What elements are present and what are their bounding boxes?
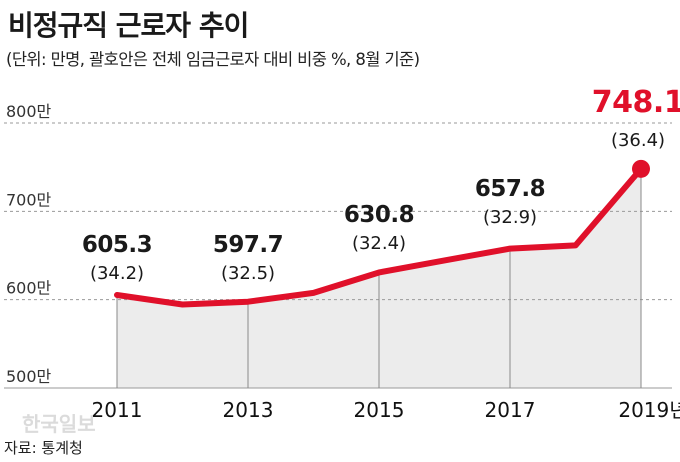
source-note: 자료: 통계청 xyxy=(4,439,83,457)
x-tick-label: 2013 xyxy=(223,398,274,422)
y-tick-label: 800만 xyxy=(6,102,52,121)
x-tick-label: 2011 xyxy=(92,398,143,422)
data-label-value: 657.8 xyxy=(475,176,545,202)
data-label-value: 597.7 xyxy=(213,232,283,258)
x-tick-label: 2019년 xyxy=(618,398,680,422)
data-label-share: (36.4) xyxy=(611,130,665,151)
data-label-value: 748.1 xyxy=(592,85,680,120)
x-tick-label: 2017 xyxy=(485,398,536,422)
y-tick-label: 600만 xyxy=(6,279,52,298)
y-tick-label: 700만 xyxy=(6,190,52,209)
watermark-logo: 한국일보 xyxy=(22,412,96,436)
chart-subtitle: (단위: 만명, 괄호안은 전체 임금근로자 대비 비중 %, 8월 기준) xyxy=(6,50,420,69)
chart-title: 비정규직 근로자 추이 xyxy=(8,9,249,42)
x-tick-label: 2015 xyxy=(354,398,405,422)
series-line xyxy=(114,165,644,308)
data-label-share: (32.5) xyxy=(221,263,275,284)
data-label-share: (34.2) xyxy=(90,263,144,284)
data-point-marker xyxy=(632,159,650,178)
data-label-value: 630.8 xyxy=(344,202,414,228)
data-label-share: (32.4) xyxy=(352,233,406,254)
data-label-share: (32.9) xyxy=(483,207,537,228)
y-tick-label: 500만 xyxy=(6,367,52,386)
data-label-value: 605.3 xyxy=(82,232,152,258)
